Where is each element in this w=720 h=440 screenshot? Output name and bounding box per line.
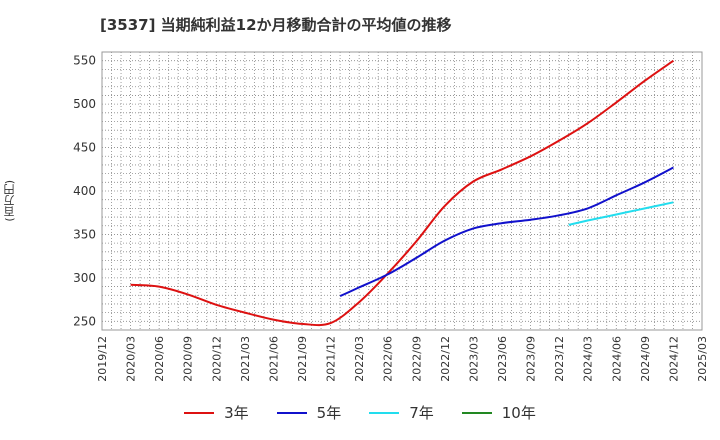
x-tick-label: 2020/03 xyxy=(125,336,138,382)
plot-frame xyxy=(101,51,703,331)
legend-label: 3年 xyxy=(224,404,249,422)
x-tick-label: 2021/12 xyxy=(325,336,338,382)
legend-swatch xyxy=(369,411,400,414)
x-tick-label: 2022/03 xyxy=(353,336,366,382)
x-tick-label: 2024/12 xyxy=(667,336,680,382)
x-tick-label: 2022/09 xyxy=(410,336,423,382)
legend-item: 10年 xyxy=(461,402,536,423)
series-line-5年 xyxy=(339,166,674,298)
legend-item: 7年 xyxy=(369,402,434,423)
x-tick-label: 2023/12 xyxy=(553,336,566,382)
legend: 3年 5年 7年 10年 xyxy=(0,402,720,423)
legend-swatch xyxy=(461,411,492,414)
x-tick-label: 2023/03 xyxy=(467,336,480,382)
y-tick-label: 500 xyxy=(73,97,96,111)
x-tick-label: 2025/03 xyxy=(696,336,709,382)
chart-title: [3537] 当期純利益12か月移動合計の平均値の推移 xyxy=(100,16,452,34)
legend-swatch xyxy=(184,411,215,414)
legend-item: 5年 xyxy=(276,402,342,423)
series-lines xyxy=(130,59,674,327)
legend-item: 3年 xyxy=(184,402,249,423)
x-tick-label: 2024/06 xyxy=(610,336,623,382)
grid xyxy=(101,51,703,331)
x-tick-label: 2024/09 xyxy=(639,336,652,382)
legend-label: 5年 xyxy=(316,404,342,422)
y-tick-label: 350 xyxy=(73,227,96,241)
series-line-7年 xyxy=(568,201,674,226)
legend-swatch xyxy=(276,411,307,414)
y-tick-label: 400 xyxy=(73,184,96,198)
x-tick-labels: 2019/12 2020/03 2020/06 2020/09 2020/12 2021/… xyxy=(96,336,709,382)
x-tick-label: 2022/06 xyxy=(382,336,395,382)
y-tick-label: 450 xyxy=(73,141,96,155)
x-tick-label: 2023/06 xyxy=(496,336,509,382)
y-tick-label: 300 xyxy=(73,271,96,285)
x-tick-label: 2020/12 xyxy=(210,336,223,382)
x-tick-label: 2024/03 xyxy=(582,336,595,382)
y-tick-labels: 250 300 350 400 450 500 550 xyxy=(73,54,96,329)
x-tick-label: 2021/09 xyxy=(296,336,309,382)
y-tick-label: 550 xyxy=(73,54,96,68)
x-tick-label: 2019/12 xyxy=(96,336,109,382)
legend-label: 10年 xyxy=(501,404,536,422)
series-line-3年 xyxy=(130,59,674,327)
x-tick-label: 2020/09 xyxy=(182,336,195,382)
legend-label: 7年 xyxy=(409,404,434,422)
x-tick-label: 2021/06 xyxy=(267,336,280,382)
x-tick-label: 2021/03 xyxy=(239,336,252,382)
x-tick-label: 2023/09 xyxy=(525,336,538,382)
x-tick-label: 2020/06 xyxy=(153,336,166,382)
x-tick-label: 2022/12 xyxy=(439,336,452,382)
y-tick-label: 250 xyxy=(73,314,96,328)
